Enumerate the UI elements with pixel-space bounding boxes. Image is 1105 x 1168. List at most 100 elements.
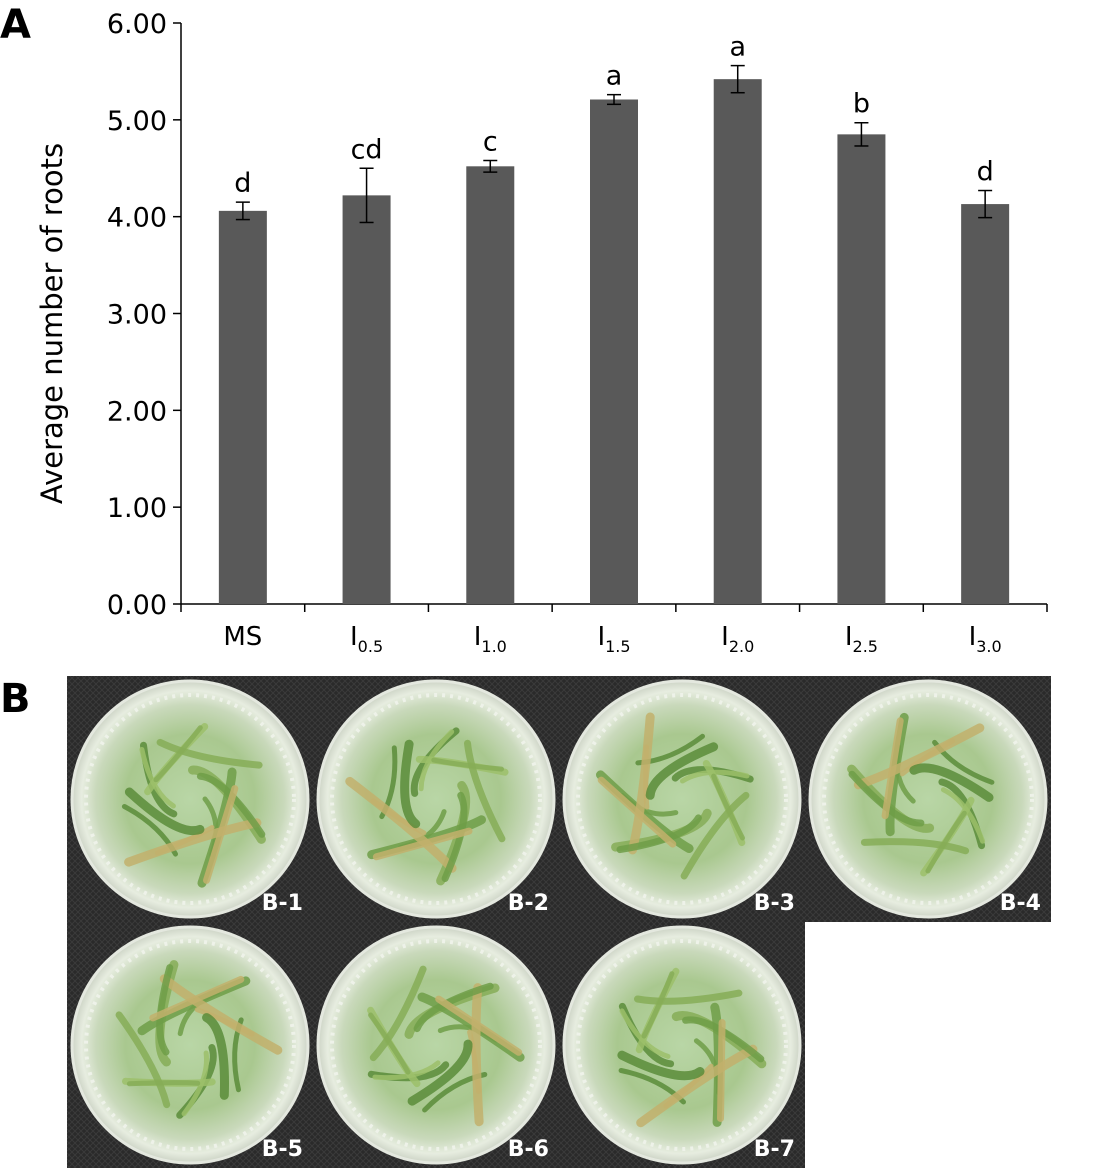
plantlet [848, 770, 925, 827]
plantlet [368, 1012, 411, 1075]
photo-label: B-5 [262, 1137, 303, 1162]
x-tick-label: I2.0 [721, 622, 754, 656]
plantlet [153, 725, 203, 783]
photo-label: B-7 [754, 1137, 795, 1162]
y-tick-label: 1.00 [107, 493, 167, 524]
plantlet [641, 971, 675, 1039]
bar [837, 134, 886, 604]
photo-label: B-1 [262, 891, 303, 916]
jar-rim [576, 693, 788, 905]
plantlet [435, 995, 523, 1056]
significance-label: b [853, 89, 870, 120]
plantlet [149, 975, 245, 1022]
plantlet [860, 838, 970, 855]
plantlet [400, 739, 421, 829]
bar [590, 99, 638, 604]
plantlet [616, 814, 702, 854]
plantlet [372, 827, 473, 861]
plantlet [680, 791, 750, 880]
culture-jar [316, 679, 556, 919]
x-tick-label: I0.5 [350, 622, 383, 656]
culture-jar [70, 679, 310, 919]
culture-jar [562, 679, 802, 919]
culture-photo: B-2 [313, 676, 559, 922]
plantlet [369, 965, 427, 1062]
plantlet [139, 747, 176, 809]
bar-chart: 0.00 1.00 2.00 3.00 4.00 5.00 6.00 Average numb… [35, 9, 1048, 656]
culture-photo: B-3 [559, 676, 805, 922]
jar-rim [576, 939, 788, 1151]
plantlet [413, 982, 494, 1033]
plantlet [202, 1013, 230, 1100]
plantlet [634, 989, 743, 1005]
y-tick-label: 2.00 [107, 396, 167, 427]
panel-b-label: B [0, 676, 31, 722]
culture-photo: B-6 [313, 922, 559, 1168]
plantlet [645, 742, 719, 800]
plantlet [619, 1008, 671, 1059]
photo-grid: B-1 B-2 B-3 B-4 B-5 B-6 B-7 [67, 676, 1051, 1168]
culture-photo: B-1 [67, 676, 313, 922]
plantlet [126, 1080, 201, 1087]
plantlet [115, 1011, 171, 1109]
bar [342, 195, 391, 604]
bar [713, 79, 762, 604]
significance-label: cd [351, 134, 383, 165]
y-tick-label: 4.00 [107, 203, 167, 234]
culture-jar [316, 925, 556, 1165]
jar-rim [822, 693, 1034, 905]
photo-label: B-4 [1000, 891, 1041, 916]
x-tick-label: I3.0 [969, 622, 1002, 656]
culture-jar [808, 679, 1048, 919]
y-tick-label: 3.00 [107, 300, 167, 331]
panel-a-label: A [0, 2, 31, 48]
significance-label: a [606, 61, 623, 92]
plantlet [441, 791, 468, 882]
y-tick-label: 5.00 [107, 106, 167, 137]
significance-label: d [977, 157, 994, 188]
plantlet [682, 1016, 765, 1063]
plantlet [418, 729, 455, 792]
culture-photo: B-4 [805, 676, 1051, 922]
plantlet [124, 818, 262, 867]
culture-photo: B-5 [67, 922, 313, 1168]
jar-rim [84, 693, 296, 905]
y-axis-label: Average number of roots [35, 143, 69, 504]
plantlet [597, 776, 677, 848]
plantlet [372, 1060, 441, 1081]
plantlet [925, 810, 967, 874]
bar [961, 204, 1010, 604]
plantlet [203, 785, 239, 884]
plantlet [909, 763, 994, 802]
plantlet [345, 776, 457, 873]
culture-jar [70, 925, 310, 1165]
jar-rim [330, 693, 542, 905]
plantlet [636, 1044, 758, 1128]
jar-rim [84, 939, 296, 1151]
plantlet [124, 787, 205, 835]
plantlet [940, 787, 986, 844]
plantlet [196, 772, 266, 838]
plantlet [853, 723, 985, 790]
significance-label: a [729, 32, 746, 63]
photo-label: B-6 [508, 1137, 549, 1162]
x-tick-label: I2.5 [845, 622, 878, 656]
plantlet [471, 983, 484, 1127]
plantlet [181, 1050, 210, 1117]
plantlet [431, 757, 504, 772]
plantlet [628, 712, 655, 855]
x-tick-label: I1.0 [474, 622, 507, 656]
photo-label: B-3 [754, 891, 795, 916]
plantlet [407, 1039, 473, 1106]
culture-photo: B-7 [559, 922, 805, 1168]
plantlet [717, 1019, 726, 1122]
x-tick-label: I1.5 [597, 622, 630, 656]
plantlet [680, 769, 750, 784]
culture-jar [562, 925, 802, 1165]
significance-label: d [234, 168, 251, 199]
plantlet [711, 773, 745, 841]
plantlet [159, 974, 283, 1055]
y-tick-label: 0.00 [107, 590, 167, 621]
plantlet [881, 717, 904, 820]
